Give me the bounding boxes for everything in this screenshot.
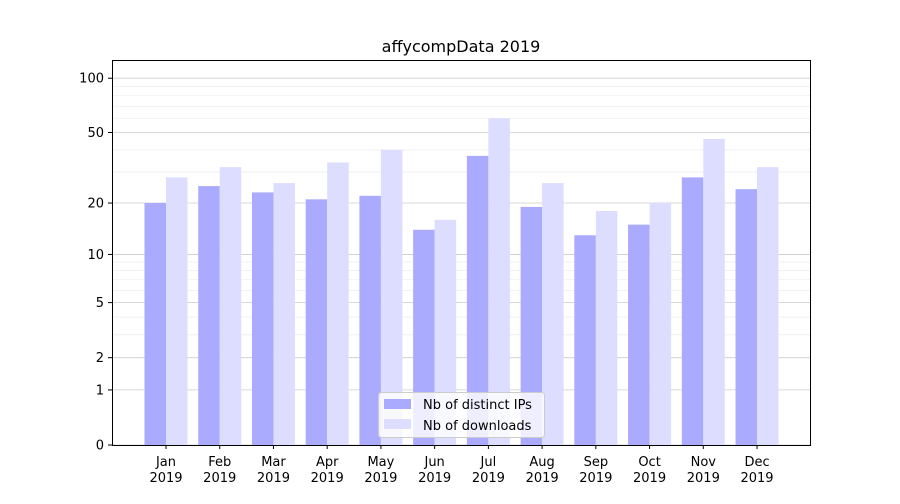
x-tick-label-month: Jan (155, 455, 176, 470)
bar-downloads-apr (327, 162, 349, 445)
x-tick-label-month: Dec (744, 455, 769, 470)
plot-frame (112, 60, 811, 446)
bar-distinct-ips-jan (144, 203, 166, 445)
bar-downloads-mar (273, 183, 295, 445)
x-tick-label-year: 2019 (633, 471, 666, 486)
x-tick-label-year: 2019 (418, 471, 451, 486)
x-tick-label-month: Jun (423, 455, 444, 470)
bars (144, 118, 779, 446)
bar-distinct-ips-feb (198, 186, 220, 445)
bar-distinct-ips-jun (413, 229, 435, 445)
legend-swatch-distinct-ips (384, 399, 411, 409)
legend-label-downloads: Nb of downloads (423, 419, 532, 434)
bar-downloads-nov (703, 139, 725, 445)
bar-downloads-feb (219, 167, 242, 446)
x-tick-label-month: Jul (480, 455, 497, 470)
x-tick-label-year: 2019 (311, 471, 344, 486)
bar-downloads-jan (166, 177, 188, 445)
bar-distinct-ips-dec (735, 189, 758, 445)
bar-distinct-ips-may (359, 195, 381, 445)
bar-distinct-ips-mar (251, 192, 274, 445)
x-tick-label-month: Apr (316, 455, 339, 470)
bar-distinct-ips-jul (466, 155, 489, 445)
bar-downloads-aug (542, 183, 564, 445)
bar-downloads-sep (595, 210, 618, 445)
x-tick-label-month: Mar (261, 455, 286, 470)
x-tick-label-year: 2019 (579, 471, 612, 486)
y-tick-label: 10 (87, 248, 104, 263)
bar-downloads-jul (488, 118, 510, 445)
bar-distinct-ips-sep (574, 235, 596, 445)
x-tick-label-month: Sep (584, 455, 609, 470)
y-axis: 0 1 2 5 10 20 50 100 (79, 72, 112, 454)
x-tick-label-year: 2019 (687, 471, 720, 486)
y-tick-label: 100 (79, 72, 104, 87)
x-tick-label-year: 2019 (257, 471, 290, 486)
bar-distinct-ips-nov (681, 177, 704, 445)
bar-downloads-jun (434, 219, 457, 445)
bar-distinct-ips-aug (520, 206, 543, 445)
y-tick-label: 5 (96, 296, 104, 311)
y-tick-label: 50 (87, 126, 104, 141)
x-tick-label-month: Feb (208, 455, 231, 470)
x-tick-label-month: May (367, 455, 394, 470)
legend-swatch-downloads (384, 419, 411, 429)
legend-label-distinct-ips: Nb of distinct IPs (423, 398, 532, 413)
bar-distinct-ips-apr (305, 199, 328, 445)
bar-downloads-oct (649, 203, 672, 445)
bar-downloads-dec (757, 167, 779, 446)
y-tick-label: 0 (96, 439, 104, 454)
y-tick-label: 1 (96, 383, 104, 398)
x-tick-label-year: 2019 (149, 471, 182, 486)
x-tick-label-year: 2019 (203, 471, 236, 486)
bar-downloads-may (380, 149, 403, 446)
y-tick-label: 20 (87, 197, 104, 212)
x-tick-label-year: 2019 (740, 471, 773, 486)
x-tick-label-month: Nov (691, 455, 717, 470)
x-axis: Jan2019Feb2019Mar2019Apr2019May2019Jun20… (149, 445, 774, 486)
legend-box (378, 392, 545, 438)
x-tick-label-year: 2019 (472, 471, 505, 486)
bar-distinct-ips-oct (628, 224, 650, 445)
legend: Nb of distinct IPs Nb of downloads (378, 392, 545, 438)
x-tick-label-month: Oct (638, 455, 660, 470)
x-tick-label-month: Aug (529, 455, 554, 470)
x-tick-label-year: 2019 (526, 471, 559, 486)
chart-title: affycompData 2019 (382, 37, 541, 56)
y-tick-label: 2 (96, 351, 104, 366)
x-tick-label-year: 2019 (364, 471, 397, 486)
